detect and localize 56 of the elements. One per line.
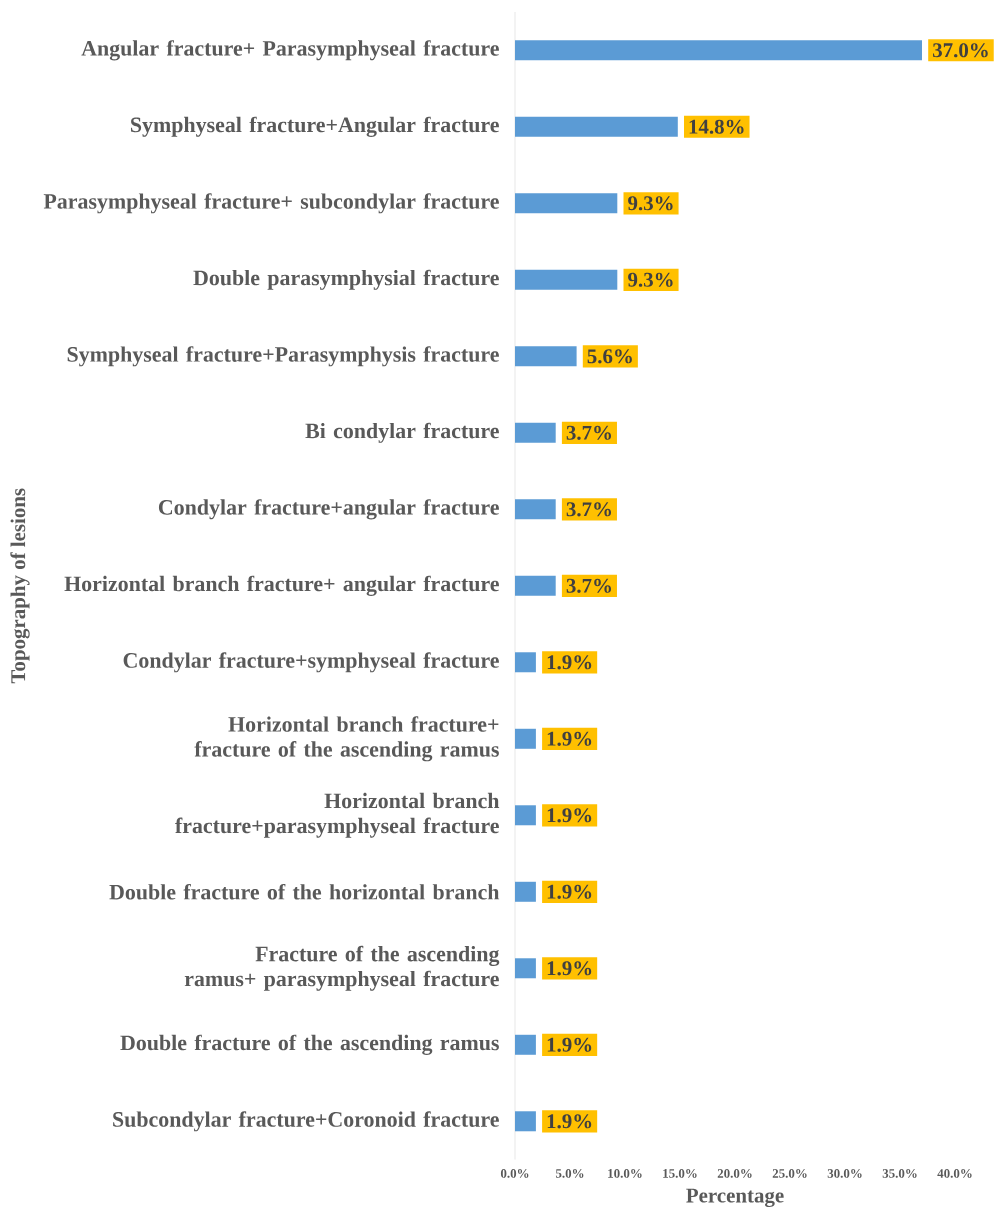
x-tick-label: 40.0% xyxy=(937,1169,972,1178)
x-tick-label: 25.0% xyxy=(772,1169,807,1178)
bar xyxy=(515,499,556,520)
x-tick-label: 0.0% xyxy=(500,1169,529,1178)
y-tick-label: Symphyseal fracture+Parasymphysis fracture xyxy=(67,346,499,367)
y-tick-label: Subcondylar fracture+Coronoid fracture xyxy=(113,1111,499,1132)
data-label: 3.7% xyxy=(566,502,611,517)
y-tick-label: Bi condylar fracture xyxy=(305,422,499,443)
bar xyxy=(515,881,536,902)
y-tick-label: Parasymphyseal fracture+ subcondylar fracture xyxy=(43,193,499,214)
bar xyxy=(515,728,536,749)
data-label: 9.3% xyxy=(628,196,673,211)
data-label: 9.3% xyxy=(628,272,673,287)
data-label: 1.9% xyxy=(547,884,592,899)
bar xyxy=(515,40,922,61)
data-label: 1.9% xyxy=(547,961,592,976)
data-label: 1.9% xyxy=(547,808,592,823)
y-axis-title: Topography of lesions xyxy=(10,488,30,684)
data-label: 1.9% xyxy=(547,1037,592,1052)
data-label: 3.7% xyxy=(566,425,611,440)
y-tick-label: Double fracture of the horizontal branch xyxy=(109,883,500,900)
x-axis-title: Percentage xyxy=(686,1188,784,1208)
bar xyxy=(515,575,556,596)
bar xyxy=(515,958,536,979)
data-label: 37.0% xyxy=(932,43,988,58)
x-tick-label: 15.0% xyxy=(663,1169,697,1178)
data-label: 5.6% xyxy=(587,349,632,364)
y-tick-label: Horizontal branch fracture+ fracture of the ascending ramus xyxy=(194,716,499,762)
y-tick-label: Symphyseal fracture+Angular fracture xyxy=(131,116,499,137)
x-tick-label: 30.0% xyxy=(827,1169,862,1178)
x-tick-label: 5.0% xyxy=(555,1169,584,1178)
bar xyxy=(515,269,618,290)
y-tick-label: Fracture of the ascending ramus+ parasymphyseal fracture xyxy=(184,945,500,991)
y-tick-label: Double parasymphysial fracture xyxy=(193,269,499,290)
bar xyxy=(515,193,618,214)
data-label: 1.9% xyxy=(547,1114,592,1129)
bar xyxy=(515,346,577,367)
x-tick-label: 10.0% xyxy=(608,1169,642,1178)
y-tick-label: Horizontal branch fracture+ angular fracture xyxy=(64,575,499,596)
y-tick-label: Condylar fracture+symphyseal fracture xyxy=(123,652,499,673)
bar xyxy=(515,805,536,826)
y-tick-label: Double fracture of the ascending ramus xyxy=(120,1034,499,1055)
bar xyxy=(515,1111,536,1132)
data-label: 1.9% xyxy=(547,655,592,670)
bar xyxy=(515,422,556,443)
bar xyxy=(515,652,536,673)
y-tick-label: Angular fracture+ Parasymphyseal fracture xyxy=(81,40,499,61)
data-label: 1.9% xyxy=(547,731,592,746)
y-tick-label: Horizontal branch fracture+parasymphyseal fracture xyxy=(175,792,500,838)
data-label: 14.8% xyxy=(689,119,744,134)
data-label: 3.7% xyxy=(566,578,611,593)
x-tick-label: 20.0% xyxy=(717,1169,752,1178)
x-tick-label: 35.0% xyxy=(882,1169,917,1178)
bar xyxy=(515,1034,536,1055)
y-tick-label: Condylar fracture+angular fracture xyxy=(158,499,499,520)
bar xyxy=(515,116,678,137)
